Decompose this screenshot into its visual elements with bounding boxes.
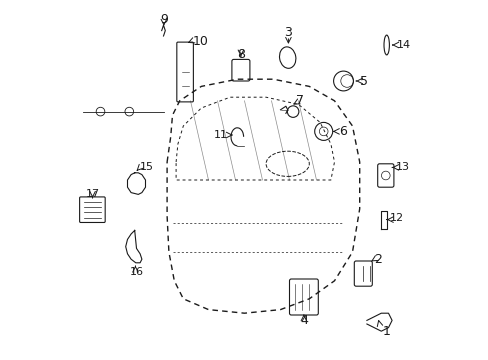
Text: 5: 5 [359, 75, 367, 87]
Text: 4: 4 [299, 314, 307, 327]
Text: 11: 11 [214, 130, 228, 140]
Text: 1: 1 [382, 325, 390, 338]
Text: 15: 15 [140, 162, 154, 172]
Text: 6: 6 [338, 125, 346, 138]
Text: 16: 16 [129, 267, 143, 277]
Text: 10: 10 [192, 35, 208, 48]
Text: 8: 8 [236, 48, 244, 60]
Text: 17: 17 [85, 189, 100, 199]
Text: 14: 14 [396, 40, 410, 50]
Text: 2: 2 [374, 253, 382, 266]
Text: 13: 13 [395, 162, 409, 172]
Text: 3: 3 [283, 26, 291, 39]
Text: 12: 12 [389, 213, 404, 223]
Text: 7: 7 [296, 94, 304, 107]
Circle shape [96, 107, 104, 116]
Text: 9: 9 [161, 13, 168, 26]
Circle shape [125, 107, 133, 116]
